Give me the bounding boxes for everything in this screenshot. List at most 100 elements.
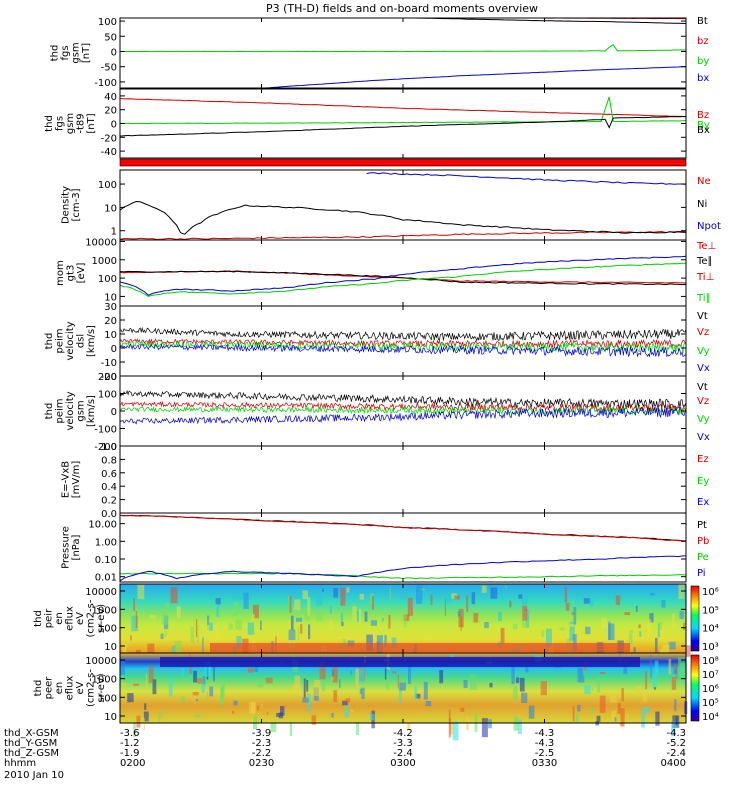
- p1-series-2: [120, 44, 687, 53]
- p4-legend-entry: Te⊥: [696, 241, 716, 252]
- p8-series-1: [119, 514, 687, 542]
- p9-ylabel: en: [54, 612, 65, 625]
- p2-ylabel: [nT]: [86, 113, 97, 133]
- p9-colorbar-tick: 10⁶: [702, 587, 719, 598]
- p1-frame: [119, 17, 687, 89]
- p9-ytick-label: 1000: [92, 605, 117, 616]
- p2-ylabel: -t89: [76, 113, 87, 133]
- p9-spectrogram-texture: [122, 584, 691, 671]
- xaxis-row-value: 0230: [249, 758, 274, 769]
- p5-frame: [119, 305, 687, 377]
- p8-ytick-label: 10.00: [88, 520, 117, 531]
- p7-legend-entry: Ez: [697, 454, 709, 465]
- p10-colorbar-tick: 10⁶: [702, 684, 719, 695]
- p10-ylabel: eV: [75, 681, 86, 694]
- xaxis-row-value: -2.4: [666, 748, 686, 759]
- p9-ylabel: eV: [75, 612, 86, 625]
- xaxis-row-value: -3.9: [252, 728, 272, 739]
- p1-ytick-label: 100: [98, 17, 117, 28]
- xaxis-row-label: thd_Y-GSM: [4, 738, 57, 749]
- p4-frame: [119, 239, 687, 307]
- p8-ytick-label: 0.01: [95, 573, 117, 584]
- p10-colorbar-tick: 10⁸: [702, 656, 719, 667]
- xaxis-row-value: -1.9: [120, 748, 140, 759]
- p5-legend-entry: Vt: [697, 311, 708, 322]
- p5-ylabel: peim: [55, 328, 66, 353]
- xaxis-row-value: -4.3: [535, 738, 555, 749]
- p1-series-3: [229, 66, 686, 89]
- p10-colorbar: [690, 654, 700, 722]
- p4-ytick-label: 10000: [85, 237, 117, 248]
- p7-frame: [119, 445, 687, 514]
- p5-series-3: [119, 343, 687, 358]
- panel-p1: 100 50 0 -50 -100 thd fgs gsm [nT] Bt bz by bx: [50, 16, 710, 89]
- p2-legend-entry: Bz: [697, 110, 709, 121]
- p9-spectrogram: [120, 584, 686, 653]
- p4-series-1: [119, 270, 687, 286]
- p10-colorbar-tick: 10⁷: [702, 670, 719, 681]
- p6-ylabel: gsm: [76, 400, 87, 421]
- p10-spectrogram-texture: [120, 654, 688, 741]
- p7-ytick-label: 1.0: [101, 442, 117, 453]
- p2-ytick-label: 20: [104, 106, 117, 117]
- p10-colorbar-tick: 10⁵: [702, 698, 719, 709]
- p8-legend-entry: Pb: [697, 536, 709, 547]
- p3-ylabel: [cm-3]: [71, 188, 82, 221]
- p2-ytick-label: 0: [111, 120, 117, 131]
- p1-ylabel: fgs: [60, 45, 71, 60]
- p8-ytick-label: 0.10: [95, 555, 117, 566]
- p10-ytick-label: 1000: [92, 675, 117, 686]
- xaxis-row-label: hhmm: [4, 758, 36, 769]
- p7-ytick-label: 0.6: [101, 469, 117, 480]
- p1-ytick-label: -100: [94, 78, 117, 89]
- p8-ylabel: Pressure: [61, 526, 72, 569]
- p6-legend-entry: Vz: [697, 396, 709, 407]
- xaxis-row-value: -2.4: [393, 748, 413, 759]
- p5-ytick-label: 10: [104, 330, 117, 341]
- p7-legend-entry: Ex: [697, 497, 709, 508]
- p10-ylabel: thd: [33, 680, 44, 697]
- p4-series-2: [119, 255, 687, 296]
- p10-ylabel: peer: [44, 676, 55, 700]
- p9-colorbar: [690, 585, 700, 652]
- p5-ytick-label: -20: [101, 372, 117, 383]
- p2-ytick-label: -20: [101, 133, 117, 144]
- p9-ylabel: thd: [33, 610, 44, 627]
- p6-series-3: [119, 406, 687, 425]
- panel-p3: 100 10 1 Density [cm-3] Ne Ni Npot: [61, 169, 721, 241]
- p9-ylabel: peir: [44, 608, 55, 628]
- p8-ylabel: [nPa]: [71, 534, 82, 560]
- p1-ylabel: thd: [50, 45, 61, 62]
- p7-ytick-label: 0.2: [101, 496, 117, 507]
- p4-legend-entry: Te∥: [696, 256, 713, 267]
- p8-frame: [119, 512, 687, 583]
- p6-legend-entry: Vt: [697, 382, 708, 393]
- p5-legend-entry: Vy: [697, 346, 710, 357]
- panel-p10: 10⁸ 10⁷ 10⁶ 10⁵ 10⁴ 10000 1000 100 10 thd peer en ef…: [33, 652, 719, 741]
- xaxis-row-value: -4.3: [535, 728, 555, 739]
- p1-legend-entry: bz: [697, 36, 709, 47]
- p4-ylabel: [eV]: [76, 263, 87, 284]
- p6-ylabel: velocity: [65, 391, 76, 430]
- p8-ytick-label: 1.00: [95, 537, 117, 548]
- p7-ytick-label: 0.8: [101, 455, 117, 466]
- p5-ylabel: velocity: [65, 321, 76, 360]
- p7-ytick-label: 0.0: [101, 509, 117, 520]
- xaxis-row-value: -3.6: [120, 728, 140, 739]
- p2-ytick-label: 40: [104, 92, 117, 103]
- p3-legend-entry: Ne: [697, 176, 711, 187]
- panel-p7: 1.0 0.8 0.6 0.4 0.2 0.0 E=-VxB [mV/m] Ez Ey Ex: [61, 442, 710, 520]
- p6-series-0: [119, 389, 687, 410]
- p5-ylabel: dsl: [76, 334, 87, 348]
- p5-ytick-label: 30: [104, 302, 117, 313]
- p6-ytick-label: 0: [111, 407, 117, 418]
- p2-series-1: [120, 96, 686, 125]
- p1-legend-entry: by: [697, 56, 709, 67]
- xaxis-row-label: thd_Z-GSM: [4, 748, 59, 759]
- panel-p5: 30 20 10 0 -10 -20 thd peim velocity dsl [km/s] Vt V…: [44, 302, 710, 383]
- p4-ytick-label: 1000: [92, 256, 117, 267]
- xaxis-row-value: -5.2: [666, 738, 686, 749]
- p5-legend-entry: Vx: [697, 363, 710, 374]
